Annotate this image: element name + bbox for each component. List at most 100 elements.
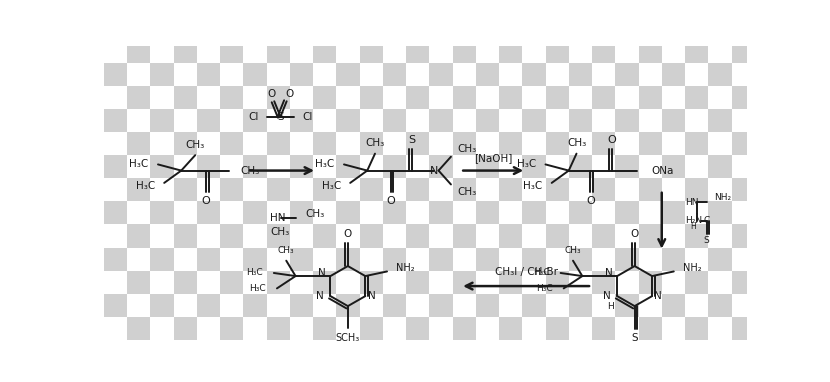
Bar	[476, 16, 499, 40]
Bar	[545, 294, 569, 317]
Bar	[662, 16, 685, 40]
Bar	[197, 109, 220, 132]
Bar	[708, 155, 731, 178]
Bar	[127, 271, 150, 294]
Bar	[638, 109, 662, 132]
Bar	[383, 16, 406, 40]
Text: H₃C: H₃C	[129, 159, 149, 170]
Bar	[708, 271, 731, 294]
Bar	[569, 317, 592, 340]
Bar	[499, 40, 522, 63]
Bar	[545, 271, 569, 294]
Bar	[290, 40, 313, 63]
Bar	[569, 16, 592, 40]
Bar	[662, 132, 685, 155]
Bar	[615, 294, 638, 317]
Bar	[592, 248, 615, 271]
Bar	[127, 201, 150, 225]
Bar	[243, 248, 266, 271]
Text: SCH₃: SCH₃	[336, 333, 360, 343]
Bar	[615, 86, 638, 109]
Bar	[336, 294, 359, 317]
Text: NH₂: NH₂	[397, 263, 415, 274]
Bar	[569, 155, 592, 178]
Bar	[383, 178, 406, 201]
Bar	[406, 40, 429, 63]
Bar	[685, 63, 708, 86]
Bar	[290, 86, 313, 109]
Bar	[615, 225, 638, 248]
Text: H₃C: H₃C	[517, 159, 536, 170]
Bar	[220, 225, 243, 248]
Bar	[104, 86, 127, 109]
Bar	[290, 109, 313, 132]
Bar	[662, 40, 685, 63]
Bar	[499, 16, 522, 40]
Bar	[522, 271, 545, 294]
Bar	[313, 317, 336, 340]
Bar	[452, 86, 476, 109]
Bar	[662, 248, 685, 271]
Bar	[685, 155, 708, 178]
Text: CH₃: CH₃	[564, 246, 581, 255]
Bar	[127, 178, 150, 201]
Text: H₃C: H₃C	[247, 269, 263, 277]
Bar	[638, 225, 662, 248]
Bar	[336, 40, 359, 63]
Bar	[615, 16, 638, 40]
Bar	[615, 63, 638, 86]
Bar	[243, 132, 266, 155]
Bar	[150, 132, 173, 155]
Bar	[452, 63, 476, 86]
Bar	[592, 132, 615, 155]
Bar	[104, 155, 127, 178]
Bar	[569, 109, 592, 132]
Bar	[150, 271, 173, 294]
Bar	[522, 155, 545, 178]
Bar	[383, 271, 406, 294]
Bar	[150, 109, 173, 132]
Bar	[754, 40, 778, 63]
Bar	[452, 271, 476, 294]
Bar	[754, 63, 778, 86]
Bar	[406, 201, 429, 225]
Bar	[104, 63, 127, 86]
Bar	[429, 155, 452, 178]
Bar	[522, 109, 545, 132]
Bar	[243, 201, 266, 225]
Bar	[638, 178, 662, 201]
Text: CH₃: CH₃	[567, 138, 586, 148]
Bar	[220, 155, 243, 178]
Bar	[708, 109, 731, 132]
Bar	[452, 155, 476, 178]
Bar	[592, 109, 615, 132]
Bar	[127, 248, 150, 271]
Bar	[499, 317, 522, 340]
Bar	[615, 271, 638, 294]
Bar	[150, 178, 173, 201]
Bar	[731, 271, 754, 294]
Bar	[150, 317, 173, 340]
Text: CH₃: CH₃	[271, 227, 290, 237]
Text: O: O	[631, 229, 639, 239]
Bar	[754, 225, 778, 248]
Bar	[615, 248, 638, 271]
Bar	[662, 294, 685, 317]
Bar	[592, 317, 615, 340]
Text: H₃C: H₃C	[533, 269, 549, 277]
Bar	[615, 155, 638, 178]
Bar	[290, 271, 313, 294]
Bar	[685, 201, 708, 225]
Bar	[150, 201, 173, 225]
Bar	[685, 178, 708, 201]
Bar	[150, 40, 173, 63]
Bar	[336, 248, 359, 271]
Bar	[685, 132, 708, 155]
Text: S: S	[277, 112, 284, 122]
Bar	[336, 155, 359, 178]
Bar	[197, 63, 220, 86]
Bar	[452, 40, 476, 63]
Bar	[662, 271, 685, 294]
Text: HN: HN	[271, 213, 286, 223]
Bar	[383, 155, 406, 178]
